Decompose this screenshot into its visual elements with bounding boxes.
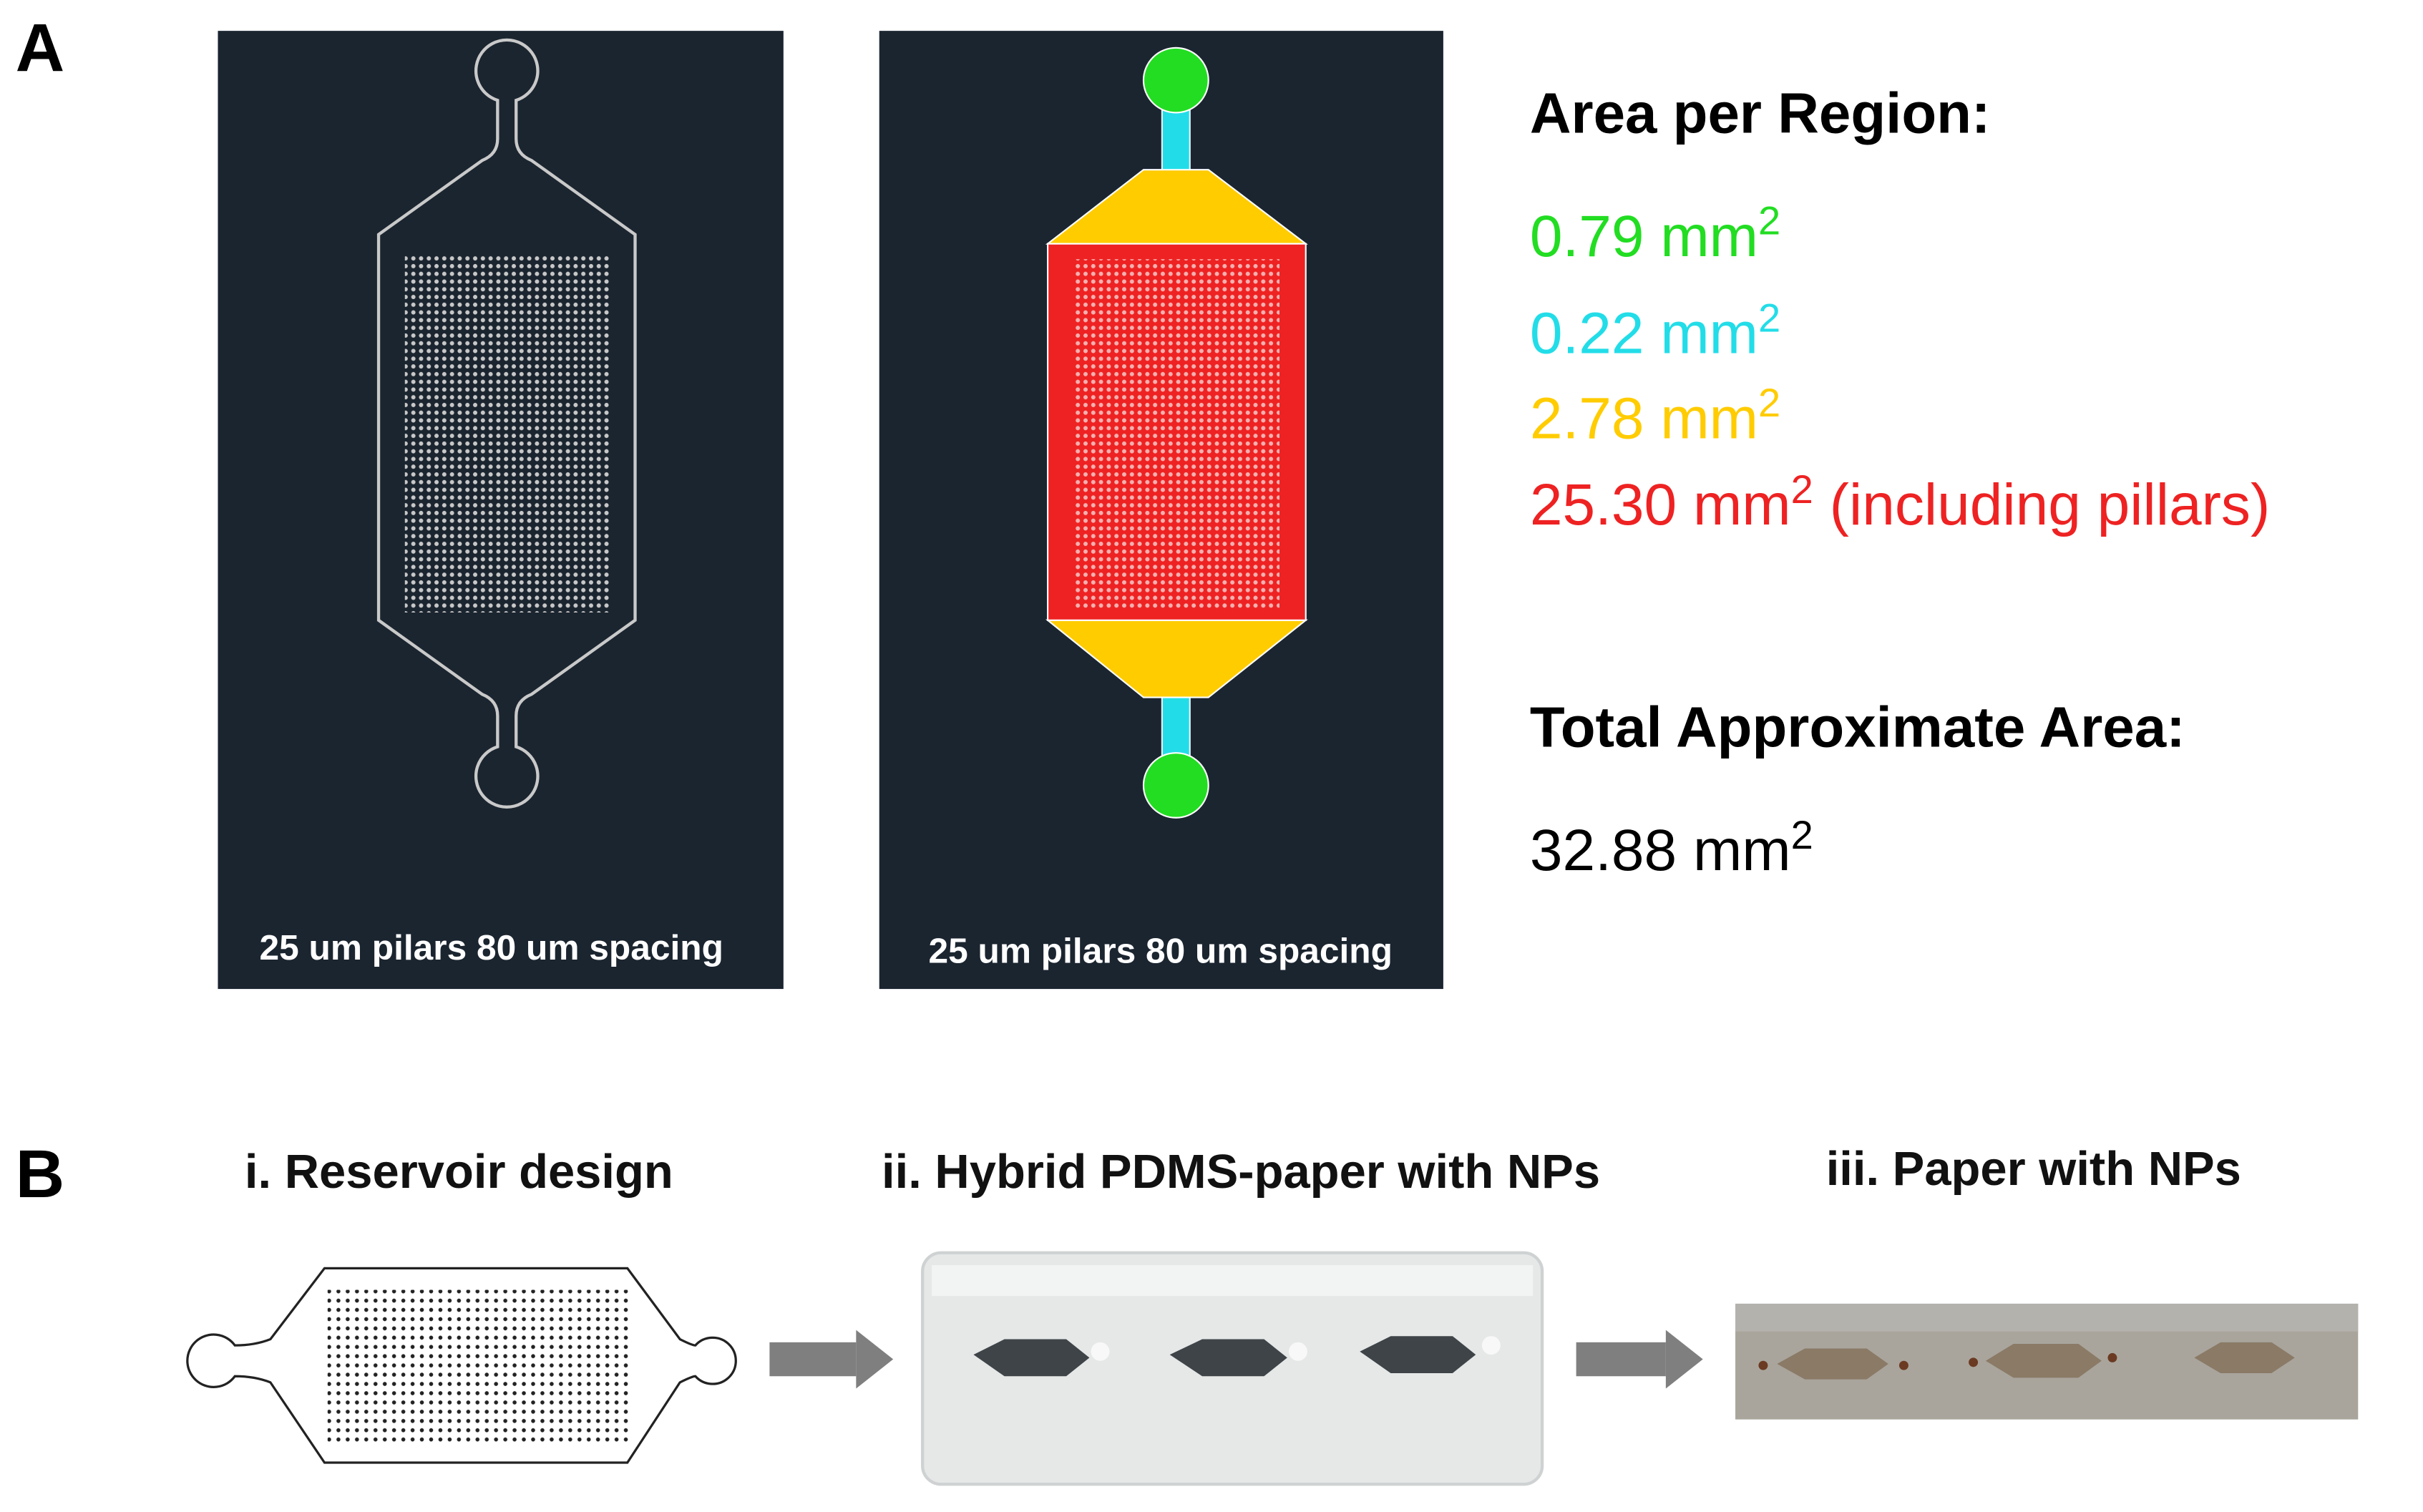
- area-superscript: 2: [1791, 812, 1813, 857]
- area-value: 32.88 mm2: [1530, 812, 1813, 883]
- total-heading: Total Approximate Area:: [1530, 696, 2185, 759]
- area-number: 32.88 mm: [1530, 818, 1791, 883]
- panel-label: B: [16, 1136, 65, 1212]
- design-caption: 25 um pilars 80 um spacing: [929, 930, 1393, 970]
- step-title: iii. Paper with NPs: [1826, 1142, 2241, 1196]
- area-note: (including pillars): [1813, 472, 2270, 537]
- design-regions: 25 um pilars 80 um spacing: [879, 31, 1443, 990]
- area-number: 0.79 mm: [1530, 204, 1758, 269]
- area-value: 0.79 mm2: [1530, 198, 1780, 269]
- step-title: i. Reservoir design: [245, 1145, 673, 1199]
- area-superscript: 2: [1758, 380, 1780, 425]
- area-superscript: 2: [1758, 198, 1780, 243]
- design-caption: 25 um pilars 80 um spacing: [259, 927, 723, 967]
- reservoir-drawing: [186, 1267, 737, 1464]
- area-number: 2.78 mm: [1530, 386, 1758, 451]
- hybrid-photo: [921, 1251, 1544, 1486]
- area-superscript: 2: [1791, 467, 1813, 512]
- arrow: [1576, 1330, 1703, 1389]
- design-outline: 25 um pilars 80 um spacing: [218, 31, 784, 990]
- area-value: 2.78 mm2: [1530, 380, 1780, 451]
- area-value: 25.30 mm2 (including pillars): [1530, 467, 2270, 537]
- area-number: 25.30 mm: [1530, 472, 1791, 537]
- total-area: 32.88 mm2: [1530, 812, 1813, 883]
- arrow: [769, 1330, 894, 1389]
- step-title: ii. Hybrid PDMS-paper with NPs: [882, 1145, 1600, 1199]
- paper-photo: [1735, 1303, 2359, 1420]
- area-superscript: 2: [1758, 296, 1780, 341]
- panel-label: A: [16, 10, 65, 86]
- area-heading: Area per Region:: [1530, 81, 1991, 145]
- area-number: 0.22 mm: [1530, 301, 1758, 366]
- area-value: 0.22 mm2: [1530, 296, 1780, 366]
